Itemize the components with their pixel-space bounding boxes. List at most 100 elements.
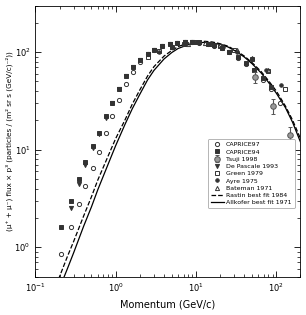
De Pascale 1993 [206,42,210,46]
CAPRICE94 [152,48,156,52]
Allkofer best fit 1971 [130,107,134,111]
Green 1979 [250,57,254,60]
De Pascale 1993 [183,40,186,44]
CAPRICE94 [168,42,171,46]
Allkofer best fit 1971 [138,92,142,96]
De Pascale 1993 [146,52,149,56]
CAPRICE94 [110,101,114,105]
De Pascale 1993 [175,41,179,45]
CAPRICE97 [206,42,210,46]
CAPRICE94 [220,46,224,50]
Allkofer best fit 1971 [242,55,246,59]
Rastin best fit 1984 [211,40,214,44]
Green 1979 [194,40,198,44]
De Pascale 1993 [97,132,101,136]
Allkofer best fit 1971 [259,71,263,75]
Allkofer best fit 1971 [218,43,222,46]
CAPRICE94 [236,55,239,59]
CAPRICE94 [131,65,135,69]
CAPRICE94 [197,40,201,44]
CAPRICE94 [91,144,95,147]
Rastin best fit 1984 [65,255,69,259]
CAPRICE97 [197,41,201,44]
Rastin best fit 1984 [170,49,174,52]
Allkofer best fit 1971 [235,50,238,54]
Rastin best fit 1984 [48,299,51,303]
CAPRICE97 [160,44,164,48]
CAPRICE94 [77,177,81,181]
Line: Ayre 1975: Ayre 1975 [158,41,283,87]
X-axis label: Momentum (GeV/c): Momentum (GeV/c) [120,300,215,309]
CAPRICE94 [227,50,231,54]
Rastin best fit 1984 [123,118,127,122]
Ayre 1975 [264,68,268,72]
Line: Rastin best fit 1984: Rastin best fit 1984 [42,41,300,315]
Rastin best fit 1984 [138,88,142,92]
Line: CAPRICE97: CAPRICE97 [59,40,282,256]
Ayre 1975 [182,42,185,46]
CAPRICE97 [252,68,256,72]
Bateman 1971 [218,43,222,47]
CAPRICE97 [59,252,63,256]
CAPRICE97 [183,40,186,44]
Allkofer best fit 1971 [291,121,294,124]
De Pascale 1993 [110,101,114,105]
Bateman 1971 [170,45,174,49]
CAPRICE97 [175,41,179,45]
Rastin best fit 1984 [72,239,76,243]
Rastin best fit 1984 [284,104,287,108]
CAPRICE94 [59,226,63,229]
Ayre 1975 [170,45,174,49]
CAPRICE94 [175,41,179,45]
Rastin best fit 1984 [274,89,278,93]
Line: Allkofer best fit 1971: Allkofer best fit 1971 [42,42,300,315]
CAPRICE94 [97,131,101,135]
Rastin best fit 1984 [106,155,110,158]
Allkofer best fit 1971 [226,45,230,49]
CAPRICE94 [261,76,265,80]
De Pascale 1993 [160,44,164,48]
Ayre 1975 [235,50,238,54]
CAPRICE97 [146,52,149,56]
Ayre 1975 [222,45,225,49]
CAPRICE94 [138,58,142,62]
Rastin best fit 1984 [176,45,180,49]
Green 1979 [182,42,185,46]
Ayre 1975 [158,50,161,54]
De Pascale 1993 [91,146,95,150]
De Pascale 1993 [227,50,231,54]
Allkofer best fit 1971 [65,267,69,271]
CAPRICE97 [220,47,224,50]
CAPRICE94 [244,61,248,65]
Allkofer best fit 1971 [267,80,270,84]
CAPRICE97 [104,131,107,135]
Green 1979 [267,69,270,73]
Allkofer best fit 1971 [250,62,254,66]
CAPRICE97 [131,70,135,74]
CAPRICE97 [152,48,156,52]
CAPRICE94 [160,44,164,48]
De Pascale 1993 [220,47,224,50]
Rastin best fit 1984 [291,118,294,122]
Green 1979 [208,42,212,46]
De Pascale 1993 [168,42,171,46]
Rastin best fit 1984 [194,40,198,43]
De Pascale 1993 [77,182,81,186]
Rastin best fit 1984 [162,54,166,58]
Ayre 1975 [279,83,283,87]
Line: Bateman 1971: Bateman 1971 [170,41,271,72]
Allkofer best fit 1971 [82,224,86,228]
Allkofer best fit 1971 [274,91,278,95]
Y-axis label: (μ⁺ + μ⁻) flux × p³ (particles / (m² sr s (GeV/c)⁻²)): (μ⁺ + μ⁻) flux × p³ (particles / (m² sr … [6,51,13,231]
Allkofer best fit 1971 [146,78,149,82]
Allkofer best fit 1971 [106,163,110,167]
Allkofer best fit 1971 [203,40,207,44]
Allkofer best fit 1971 [170,51,174,54]
Rastin best fit 1984 [235,49,238,53]
Allkofer best fit 1971 [162,57,166,61]
CAPRICE97 [124,82,128,86]
CAPRICE97 [244,62,248,66]
CAPRICE94 [146,52,149,56]
Rastin best fit 1984 [218,42,222,46]
Bateman 1971 [235,48,238,52]
